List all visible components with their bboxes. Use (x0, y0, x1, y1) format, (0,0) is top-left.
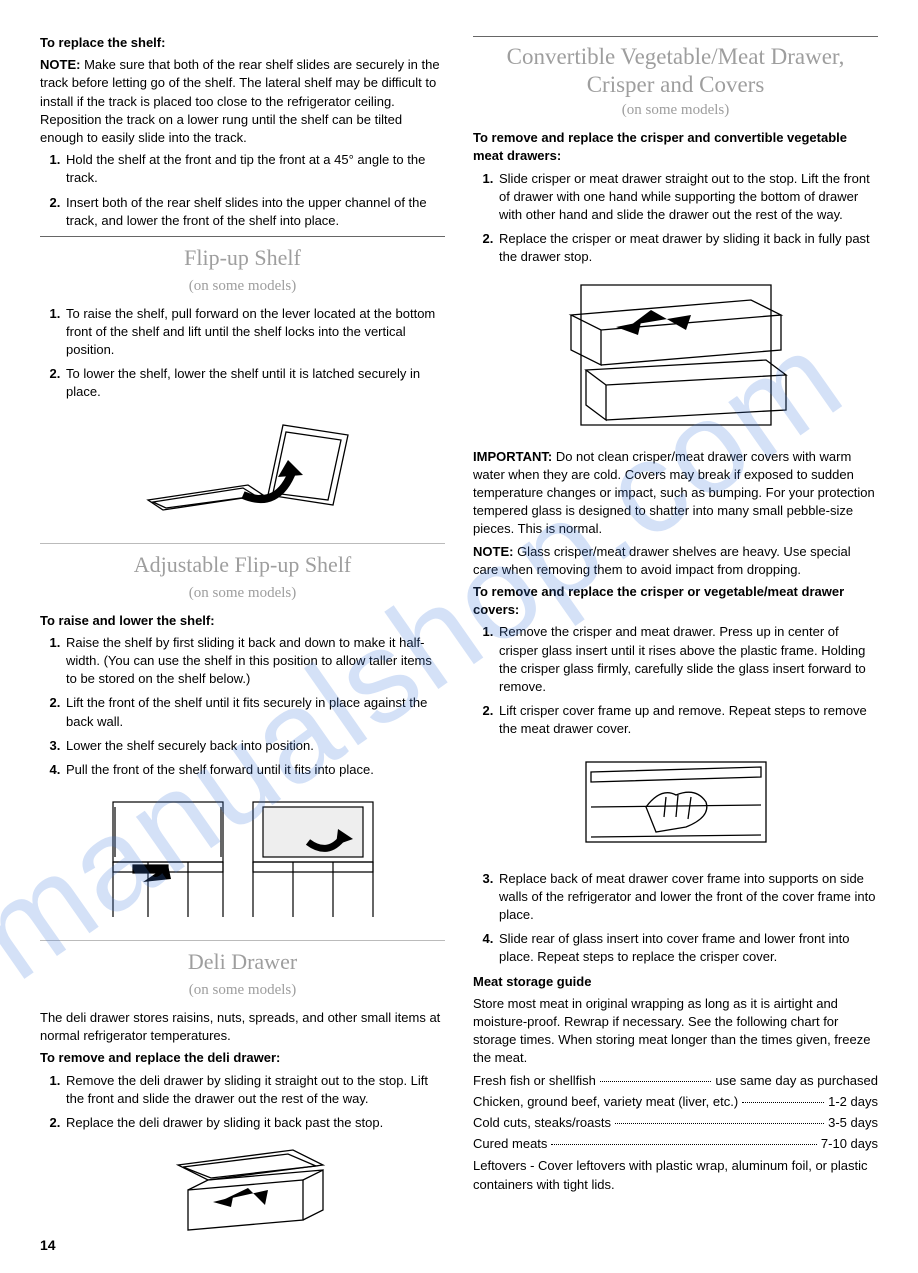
guide-dots (615, 1123, 824, 1124)
covers-step: Replace back of meat drawer cover frame … (497, 870, 878, 925)
guide-row: Cold cuts, steaks/roasts 3-5 days (473, 1114, 878, 1132)
deli-intro: The deli drawer stores raisins, nuts, sp… (40, 1009, 445, 1045)
guide-dots (742, 1102, 824, 1103)
guide-row: Fresh fish or shellfish use same day as … (473, 1072, 878, 1090)
adj-flipup-title: Adjustable Flip-up Shelf (40, 550, 445, 581)
guide-dots (600, 1081, 712, 1082)
adj-step: Lift the front of the shelf until it fit… (64, 694, 445, 730)
flipup-subtitle: (on some models) (40, 276, 445, 297)
remove-heading: To remove and replace the crisper and co… (473, 129, 878, 165)
drawers-figure (473, 275, 878, 440)
cover-removal-icon (566, 747, 786, 857)
covers-steps-a: Remove the crisper and meat drawer. Pres… (473, 623, 878, 738)
convertible-title: Convertible Vegetable/Meat Drawer, Crisp… (473, 43, 878, 98)
note2-body: Glass crisper/meat drawer shelves are he… (473, 544, 851, 577)
convertible-subtitle: (on some models) (473, 100, 878, 121)
deli-drawer-icon (153, 1140, 333, 1240)
adj-flipup-figure (40, 787, 445, 932)
adj-flipup-steps: Raise the shelf by first sliding it back… (40, 634, 445, 779)
guide-tail: use same day as purchased (715, 1072, 878, 1090)
divider (40, 543, 445, 544)
adj-step: Pull the front of the shelf forward unti… (64, 761, 445, 779)
leftovers-note: Leftovers - Cover leftovers with plastic… (473, 1157, 878, 1193)
important-text: IMPORTANT: Do not clean crisper/meat dra… (473, 448, 878, 539)
crisper-drawers-icon (551, 275, 801, 435)
divider (40, 236, 445, 237)
deli-step: Remove the deli drawer by sliding it str… (64, 1072, 445, 1108)
flipup-step: To lower the shelf, lower the shelf unti… (64, 365, 445, 401)
right-column: Convertible Vegetable/Meat Drawer, Crisp… (473, 30, 878, 1253)
deli-step: Replace the deli drawer by sliding it ba… (64, 1114, 445, 1132)
covers-step: Lift crisper cover frame up and remove. … (497, 702, 878, 738)
guide-lead: Cured meats (473, 1135, 547, 1153)
flipup-figure (40, 410, 445, 535)
guide-row: Chicken, ground beef, variety meat (live… (473, 1093, 878, 1111)
important-label: IMPORTANT: (473, 449, 552, 464)
note-label: NOTE: (40, 57, 80, 72)
guide-tail: 1-2 days (828, 1093, 878, 1111)
divider (473, 36, 878, 37)
divider (40, 940, 445, 941)
guide-tail: 7-10 days (821, 1135, 878, 1153)
replace-shelf-heading: To replace the shelf: (40, 34, 445, 52)
deli-subtitle: (on some models) (40, 980, 445, 1001)
note-text: NOTE: Make sure that both of the rear sh… (40, 56, 445, 147)
covers-step: Remove the crisper and meat drawer. Pres… (497, 623, 878, 696)
flipup-shelf-icon (128, 410, 358, 530)
adj-step: Raise the shelf by first sliding it back… (64, 634, 445, 689)
remove-step: Slide crisper or meat drawer straight ou… (497, 170, 878, 225)
flipup-title: Flip-up Shelf (40, 243, 445, 274)
guide-lead: Cold cuts, steaks/roasts (473, 1114, 611, 1132)
deli-subheading: To remove and replace the deli drawer: (40, 1049, 445, 1067)
adj-step: Lower the shelf securely back into posit… (64, 737, 445, 755)
remove-steps: Slide crisper or meat drawer straight ou… (473, 170, 878, 267)
deli-steps: Remove the deli drawer by sliding it str… (40, 1072, 445, 1133)
replace-step: Insert both of the rear shelf slides int… (64, 194, 445, 230)
guide-dots (551, 1144, 816, 1145)
deli-figure (40, 1140, 445, 1245)
covers-heading: To remove and replace the crisper or veg… (473, 583, 878, 619)
guide-tail: 3-5 days (828, 1114, 878, 1132)
meat-guide-intro: Store most meat in original wrapping as … (473, 995, 878, 1068)
covers-steps-b: Replace back of meat drawer cover frame … (473, 870, 878, 967)
meat-guide-heading: Meat storage guide (473, 973, 878, 991)
covers-step: Slide rear of glass insert into cover fr… (497, 930, 878, 966)
deli-title: Deli Drawer (40, 947, 445, 978)
replace-shelf-steps: Hold the shelf at the front and tip the … (40, 151, 445, 230)
page-columns: To replace the shelf: NOTE: Make sure th… (40, 30, 878, 1253)
replace-step: Hold the shelf at the front and tip the … (64, 151, 445, 187)
note2-label: NOTE: (473, 544, 513, 559)
guide-lead: Fresh fish or shellfish (473, 1072, 596, 1090)
guide-row: Cured meats 7-10 days (473, 1135, 878, 1153)
page-number: 14 (40, 1236, 56, 1256)
adj-flipup-heading: To raise and lower the shelf: (40, 612, 445, 630)
adj-flipup-subtitle: (on some models) (40, 583, 445, 604)
note-body: Make sure that both of the rear shelf sl… (40, 57, 440, 145)
flipup-steps: To raise the shelf, pull forward on the … (40, 305, 445, 402)
remove-step: Replace the crisper or meat drawer by sl… (497, 230, 878, 266)
flipup-step: To raise the shelf, pull forward on the … (64, 305, 445, 360)
note2-text: NOTE: Glass crisper/meat drawer shelves … (473, 543, 878, 579)
cover-figure (473, 747, 878, 862)
guide-lead: Chicken, ground beef, variety meat (live… (473, 1093, 738, 1111)
adj-shelf-icon (93, 787, 393, 927)
left-column: To replace the shelf: NOTE: Make sure th… (40, 30, 445, 1253)
